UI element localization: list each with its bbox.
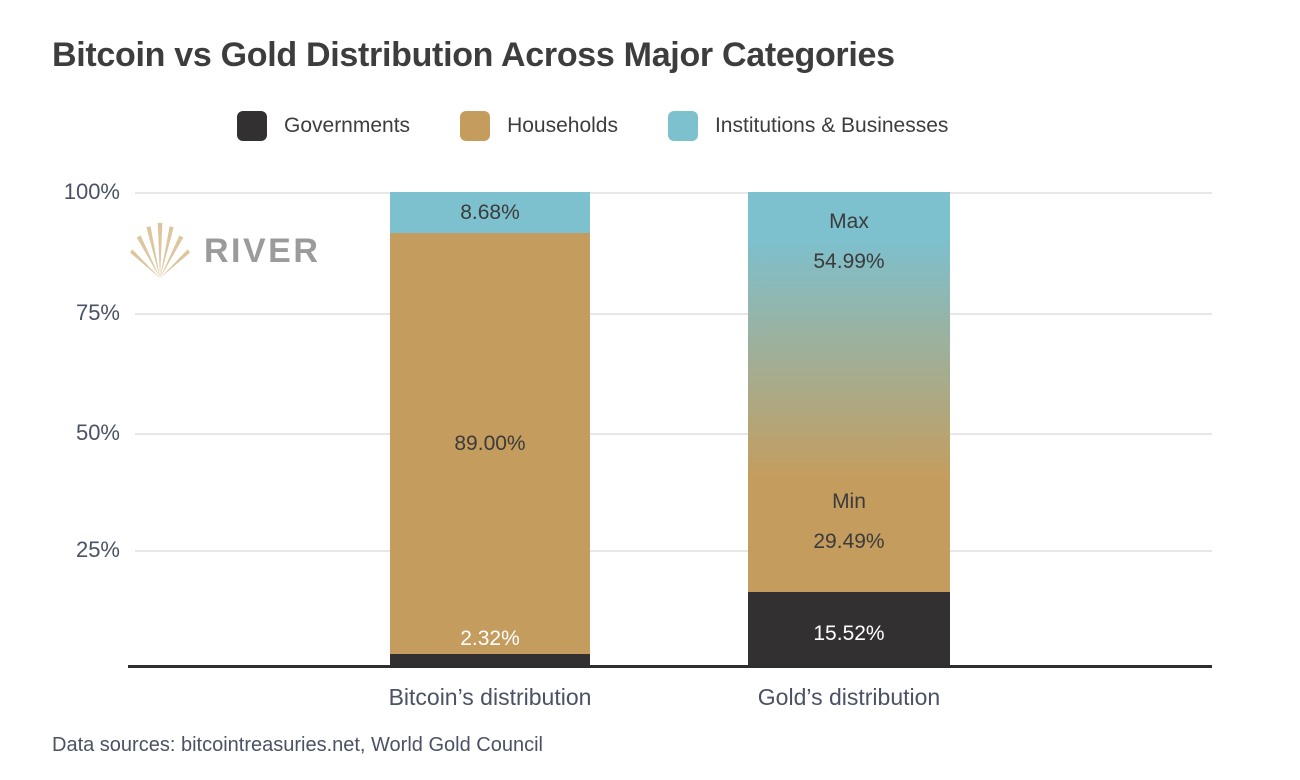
legend-label: Governments [284,114,411,137]
ytick-50: 50% [75,420,120,445]
legend-label: Households [507,114,618,137]
xlabel-bitcoin: Bitcoin’s distribution [388,684,592,710]
ytick-25: 25% [75,537,120,562]
gridline-25 [135,550,1212,552]
institutions-swatch-icon [667,111,698,141]
data-sources: Data sources: bitcointreasuries.net, Wor… [52,734,543,756]
gridline-75 [135,313,1212,315]
gold-bar: Max 54.99% Min 29.49% 15.52% [748,192,950,665]
gold-households-prefix: Min [832,489,866,513]
bitcoin-governments-segment [390,654,590,665]
river-wordmark: RIVER [204,231,321,270]
governments-swatch-icon [237,111,267,141]
x-axis-line [128,665,1212,668]
bitcoin-governments-value: 2.32% [460,627,520,650]
households-swatch-icon [460,111,491,141]
gold-institutions-percent: 54.99% [813,250,885,273]
legend-item-institutions: Institutions & Businesses [667,111,949,141]
legend: Governments Households Institutions & Bu… [237,111,948,141]
river-watermark: RIVER [130,222,320,280]
gold-institutions-segment: Max 54.99% [748,192,950,453]
bitcoin-institutions-segment: 8.68% [390,192,590,234]
gold-households-segment: Min 29.49% [748,452,950,592]
river-logo-icon [130,222,191,279]
bitcoin-bar: 8.68% 89.00% 2.32% [390,192,590,665]
gold-households-percent: 29.49% [813,529,885,553]
chart-title: Bitcoin vs Gold Distribution Across Majo… [52,36,895,74]
legend-label: Institutions & Businesses [714,114,949,137]
gridline-50 [135,433,1212,435]
gold-households-value: Min 29.49% [813,482,884,562]
xlabel-gold: Gold’s distribution [757,684,941,710]
bitcoin-institutions-value: 8.68% [460,200,520,224]
gold-institutions-prefix: Max [829,210,869,233]
ytick-100: 100% [63,179,120,204]
gold-institutions-value: Max 54.99% [813,202,884,282]
bitcoin-households-value: 89.00% [454,431,526,455]
gridline-100 [135,192,1212,194]
legend-item-governments: Governments [237,111,410,141]
gold-governments-value: 15.52% [813,622,885,646]
gold-governments-segment: 15.52% [748,591,950,665]
bitcoin-households-segment: 89.00% [390,233,590,655]
ytick-75: 75% [75,300,120,325]
legend-item-households: Households [460,111,618,141]
